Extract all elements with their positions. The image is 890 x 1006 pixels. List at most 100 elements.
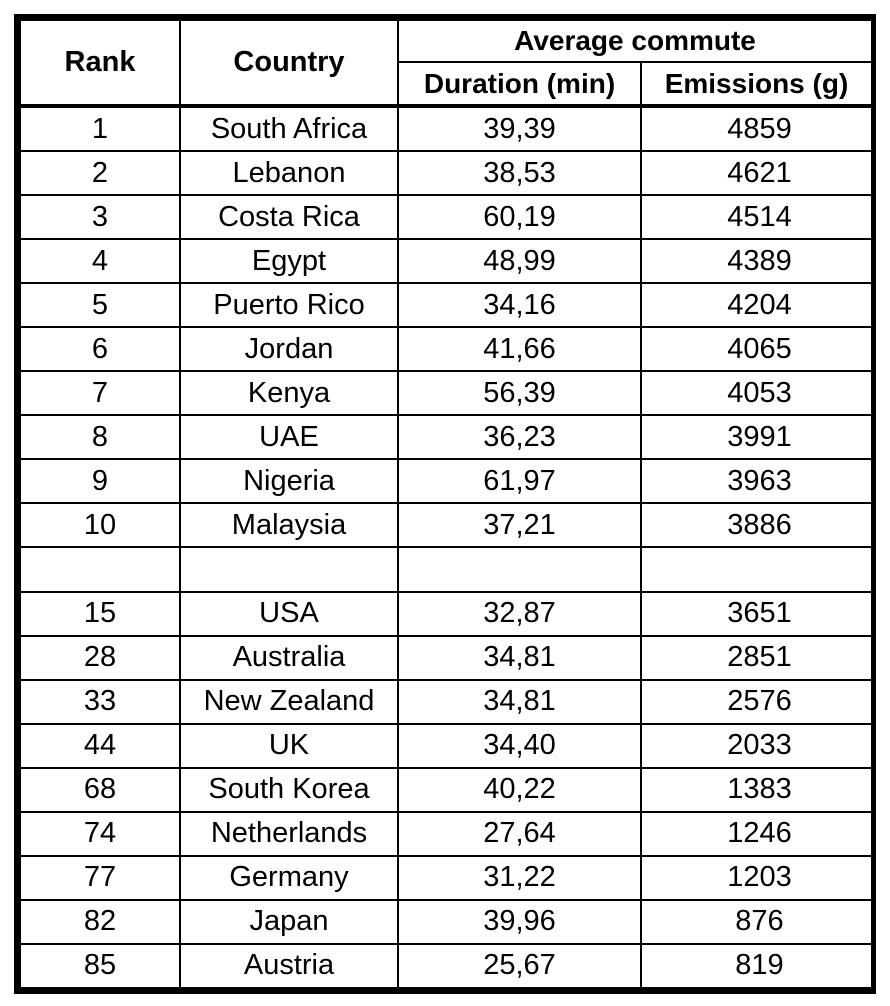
cell-country: Costa Rica	[179, 194, 399, 241]
cell-emissions: 3991	[640, 414, 873, 461]
table-row: 8 UAE 36,23 3991	[19, 414, 873, 461]
table-row: 10 Malaysia 37,21 3886	[19, 502, 873, 549]
cell-duration: 34,40	[397, 722, 642, 769]
cell-duration: 34,81	[397, 634, 642, 681]
header-average-commute: Average commute	[397, 19, 873, 63]
cell-emissions: 876	[640, 898, 873, 945]
table-row: 7 Kenya 56,39 4053	[19, 370, 873, 417]
cell-rank: 8	[19, 414, 181, 461]
cell-country: Lebanon	[179, 150, 399, 197]
cell-duration: 39,39	[397, 104, 642, 153]
table-row: 28 Australia 34,81 2851	[19, 634, 873, 681]
table-row: 3 Costa Rica 60,19 4514	[19, 194, 873, 241]
cell-emissions	[640, 546, 873, 593]
cell-duration	[397, 546, 642, 593]
cell-emissions: 4621	[640, 150, 873, 197]
cell-duration: 34,16	[397, 282, 642, 329]
cell-country: UK	[179, 722, 399, 769]
cell-rank: 28	[19, 634, 181, 681]
cell-country: South Korea	[179, 766, 399, 813]
table-row: 4 Egypt 48,99 4389	[19, 238, 873, 285]
cell-country: Germany	[179, 854, 399, 901]
cell-country: Puerto Rico	[179, 282, 399, 329]
cell-duration: 38,53	[397, 150, 642, 197]
cell-rank: 6	[19, 326, 181, 373]
cell-emissions: 4053	[640, 370, 873, 417]
header-rank: Rank	[19, 19, 181, 107]
table-row: 74 Netherlands 27,64 1246	[19, 810, 873, 857]
cell-country	[179, 546, 399, 593]
cell-duration: 32,87	[397, 590, 642, 637]
table-header: Rank Country Average commute Duration (m…	[19, 19, 873, 108]
cell-rank: 85	[19, 942, 181, 990]
cell-rank: 77	[19, 854, 181, 901]
cell-rank: 68	[19, 766, 181, 813]
cell-rank: 2	[19, 150, 181, 197]
cell-duration: 48,99	[397, 238, 642, 285]
cell-country: New Zealand	[179, 678, 399, 725]
cell-rank: 15	[19, 590, 181, 637]
cell-emissions: 2033	[640, 722, 873, 769]
cell-duration: 31,22	[397, 854, 642, 901]
cell-country: Australia	[179, 634, 399, 681]
cell-country: USA	[179, 590, 399, 637]
table-row: 68 South Korea 40,22 1383	[19, 766, 873, 813]
table-row: 9 Nigeria 61,97 3963	[19, 458, 873, 505]
cell-duration: 34,81	[397, 678, 642, 725]
cell-emissions: 4389	[640, 238, 873, 285]
cell-emissions: 4204	[640, 282, 873, 329]
cell-country: Netherlands	[179, 810, 399, 857]
cell-duration: 61,97	[397, 458, 642, 505]
header-emissions: Emissions (g)	[640, 61, 873, 108]
table-row: 33 New Zealand 34,81 2576	[19, 678, 873, 725]
cell-country: South Africa	[179, 104, 399, 153]
cell-duration: 56,39	[397, 370, 642, 417]
table-row	[19, 546, 873, 593]
table-row: 15 USA 32,87 3651	[19, 590, 873, 637]
cell-emissions: 4514	[640, 194, 873, 241]
cell-emissions: 2576	[640, 678, 873, 725]
cell-country: Kenya	[179, 370, 399, 417]
cell-emissions: 4859	[640, 104, 873, 153]
cell-emissions: 3963	[640, 458, 873, 505]
cell-country: Japan	[179, 898, 399, 945]
cell-rank: 1	[19, 104, 181, 153]
cell-duration: 37,21	[397, 502, 642, 549]
cell-emissions: 4065	[640, 326, 873, 373]
cell-rank: 74	[19, 810, 181, 857]
table-row: 2 Lebanon 38,53 4621	[19, 150, 873, 197]
cell-rank: 33	[19, 678, 181, 725]
cell-duration: 36,23	[397, 414, 642, 461]
cell-duration: 40,22	[397, 766, 642, 813]
cell-emissions: 3651	[640, 590, 873, 637]
cell-duration: 27,64	[397, 810, 642, 857]
cell-emissions: 1383	[640, 766, 873, 813]
header-country: Country	[179, 19, 399, 107]
cell-rank	[19, 546, 181, 593]
cell-rank: 82	[19, 898, 181, 945]
cell-emissions: 3886	[640, 502, 873, 549]
table-row: 44 UK 34,40 2033	[19, 722, 873, 769]
cell-duration: 60,19	[397, 194, 642, 241]
header-duration: Duration (min)	[397, 61, 642, 108]
cell-rank: 9	[19, 458, 181, 505]
table-row: 77 Germany 31,22 1203	[19, 854, 873, 901]
cell-rank: 3	[19, 194, 181, 241]
cell-country: Malaysia	[179, 502, 399, 549]
cell-emissions: 819	[640, 942, 873, 990]
cell-duration: 39,96	[397, 898, 642, 945]
cell-rank: 5	[19, 282, 181, 329]
cell-country: Jordan	[179, 326, 399, 373]
cell-country: UAE	[179, 414, 399, 461]
cell-emissions: 1203	[640, 854, 873, 901]
cell-rank: 7	[19, 370, 181, 417]
cell-duration: 41,66	[397, 326, 642, 373]
cell-rank: 44	[19, 722, 181, 769]
table-row: 5 Puerto Rico 34,16 4204	[19, 282, 873, 329]
cell-country: Nigeria	[179, 458, 399, 505]
table-row: 1 South Africa 39,39 4859	[19, 104, 873, 153]
cell-country: Egypt	[179, 238, 399, 285]
cell-emissions: 2851	[640, 634, 873, 681]
cell-duration: 25,67	[397, 942, 642, 990]
table-row: 6 Jordan 41,66 4065	[19, 326, 873, 373]
